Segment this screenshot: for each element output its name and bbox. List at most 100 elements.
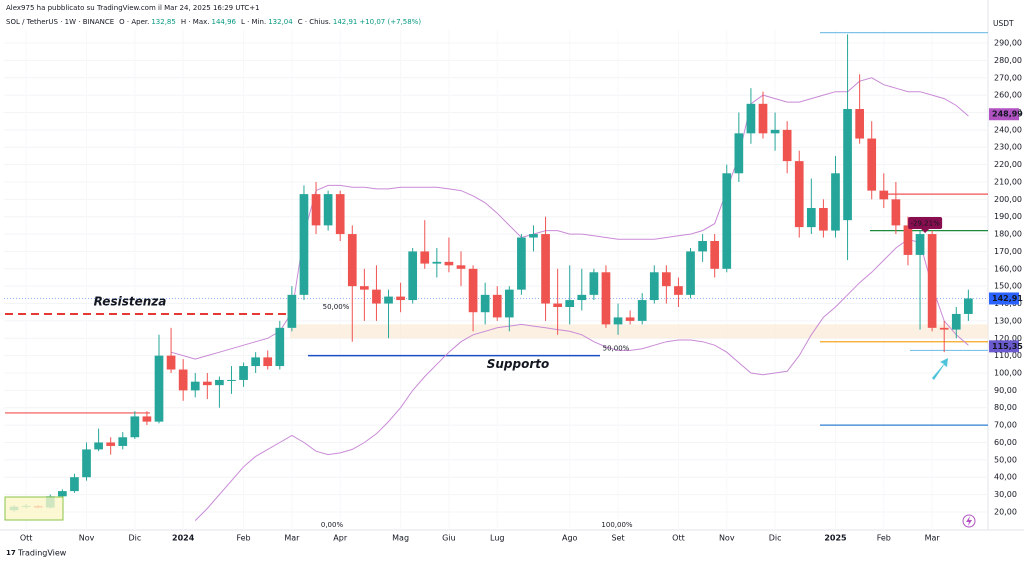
candle-body [951,313,961,330]
ohlc-value: 132,85 [151,18,176,26]
candle-body [190,381,200,391]
x-tick-label: Lug [490,534,504,543]
y-tick-label: 230,00 [994,143,1022,152]
candle-body [867,138,877,191]
x-tick-label: Apr [333,534,348,543]
x-tick-label: 2025 [824,534,847,543]
candle-body [964,298,973,314]
y-tick-label: 20,00 [994,507,1017,516]
candle-body [927,234,937,328]
ohlc-key: O · Aper. [119,18,149,26]
ohlc-value: +10,07 (+7,58%) [359,18,421,26]
candle-body [239,366,248,380]
logo-mark: 17 [6,549,16,557]
x-tick-label: Mar [925,534,941,543]
ohlc-value: 132,04 [268,18,293,26]
candle-body [142,416,152,422]
candle-body [806,208,816,228]
candle-body [58,491,67,497]
y-tick-label: 270,00 [994,73,1022,82]
candle-body [722,173,732,269]
candle-body [420,251,430,264]
candle-body [384,296,393,304]
candle-body [323,194,333,226]
candle-body [251,357,260,367]
x-tick-label: Ago [562,534,578,543]
candle-body [565,300,575,308]
y-tick-label: 260,00 [994,91,1022,100]
ohlc-value: 144,96 [211,18,236,26]
icon [966,516,972,526]
candle-body [794,161,804,228]
candle-body [758,103,768,134]
x-tick-label: Mar [284,534,300,543]
plot [4,30,988,530]
candle-body [698,241,707,252]
zone [290,324,988,339]
header: Alex975 ha pubblicato su TradingView.com… [6,4,260,12]
price-label: 248,99 [992,110,1023,119]
candle-body [130,416,140,438]
x-tick-label: Ott [672,534,685,543]
fib-label: 0,00% [321,521,344,529]
candle-body [553,303,562,308]
candle-body [287,294,297,328]
candle-body [891,199,901,226]
y-tick-label: 170,00 [994,247,1022,256]
highlight-box [4,496,64,521]
y-tick-label: 100,00 [994,369,1022,378]
fib-label: 50,00% [603,345,630,353]
candle-body [529,234,538,238]
candle-body [504,289,514,318]
ohlc-value: 142,91 [333,18,358,26]
candle-body [468,268,478,313]
level-label: Resistenza [94,294,167,308]
candle-body [710,241,720,269]
price-badge [989,292,1019,305]
fib-label: 50,00% [323,303,350,311]
candle-body [94,442,103,450]
candle-body [649,272,659,301]
arrow-icon [932,358,948,380]
price-label: 115,35 [992,342,1023,351]
candle-body [227,379,236,381]
candle-body [408,251,418,301]
y-tick-label: 220,00 [994,160,1022,169]
y-tick-label: 40,00 [994,473,1017,482]
candle-body [396,296,405,301]
x-tick-label: Feb [236,534,250,543]
candle-body [541,234,550,304]
y-tick-label: 110,00 [994,351,1022,360]
level-label: Supporto [487,357,550,371]
candle-body [601,272,611,325]
y-tick-label: 90,00 [994,386,1017,395]
y-tick-label: 190,00 [994,212,1022,221]
candle-body [335,194,345,235]
candle-body [734,133,744,174]
candle-body [311,194,321,226]
candle-body [770,129,780,134]
x-tick-label: Dic [769,534,782,543]
candle-body [939,327,949,330]
candle-body [154,355,164,422]
candle-body [70,477,79,492]
candle-body [202,381,212,386]
price-badge [989,108,1019,121]
unit: USDT [993,19,1014,28]
candle-body [746,103,756,134]
y-tick-label: 290,00 [994,39,1022,48]
ohlc-key: C · Chius. [298,18,331,26]
candle-body [480,294,490,313]
x-tick-label: Giu [442,534,456,543]
candle-body [843,109,852,221]
candle-body [347,234,357,287]
candle-body [106,442,116,446]
candle-body [625,317,635,321]
candle-body [903,225,913,255]
x-tick-label: Nov [719,534,735,543]
ohlc-key: H · Max. [181,18,210,26]
y-tick-label: 210,00 [994,177,1022,186]
symbol: SOL / TetherUS · 1W · BINANCE [6,18,114,26]
candle-body [178,369,188,391]
y-tick-label: 120,00 [994,334,1022,343]
